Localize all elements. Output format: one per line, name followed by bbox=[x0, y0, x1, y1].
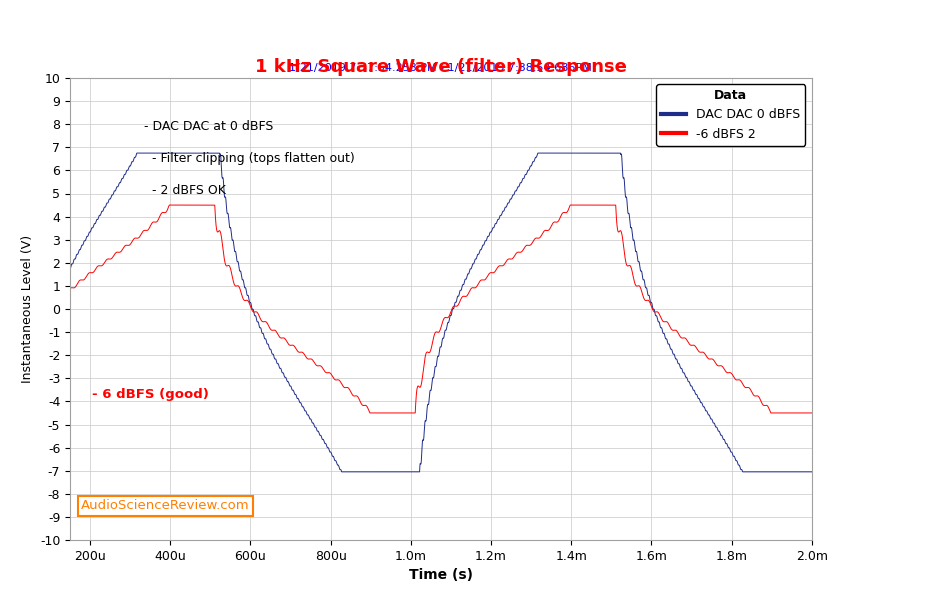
Text: - 6 dBFS (good): - 6 dBFS (good) bbox=[92, 388, 209, 401]
-6 dBFS 2 bbox=[364, 409, 375, 416]
-6 dBFS 2 bbox=[621, 262, 633, 269]
DAC DAC 0 dBFS bbox=[806, 468, 817, 475]
-6 dBFS 2 bbox=[448, 303, 459, 310]
-6 dBFS 2 bbox=[404, 409, 415, 416]
DAC DAC 0 dBFS bbox=[404, 468, 415, 475]
DAC DAC 0 dBFS bbox=[621, 199, 633, 206]
-6 dBFS 2 bbox=[536, 231, 548, 238]
DAC DAC 0 dBFS bbox=[132, 149, 143, 157]
DAC DAC 0 dBFS bbox=[536, 149, 548, 157]
Line: DAC DAC 0 dBFS: DAC DAC 0 dBFS bbox=[70, 153, 812, 472]
X-axis label: Time (s): Time (s) bbox=[409, 568, 473, 582]
Text: - DAC DAC at 0 dBFS: - DAC DAC at 0 dBFS bbox=[144, 119, 273, 133]
Title: 1 kHz Square Wave (filter) Response: 1 kHz Square Wave (filter) Response bbox=[255, 58, 627, 76]
-6 dBFS 2 bbox=[104, 256, 116, 263]
DAC DAC 0 dBFS bbox=[285, 382, 296, 389]
-6 dBFS 2 bbox=[64, 285, 76, 292]
DAC DAC 0 dBFS bbox=[448, 305, 459, 313]
-6 dBFS 2 bbox=[163, 202, 174, 209]
Text: 1/21/2019 7:37:54.253 PM - 1/21/2019 7:38:54.686PM: 1/21/2019 7:37:54.253 PM - 1/21/2019 7:3… bbox=[289, 64, 592, 73]
-6 dBFS 2 bbox=[285, 341, 296, 349]
DAC DAC 0 dBFS bbox=[104, 196, 116, 203]
Text: - 2 dBFS OK: - 2 dBFS OK bbox=[144, 184, 226, 197]
Y-axis label: Instantaneous Level (V): Instantaneous Level (V) bbox=[21, 235, 35, 383]
DAC DAC 0 dBFS bbox=[64, 265, 76, 272]
Text: AP: AP bbox=[767, 127, 789, 142]
Text: AudioScienceReview.com: AudioScienceReview.com bbox=[81, 499, 250, 512]
DAC DAC 0 dBFS bbox=[336, 468, 347, 475]
Line: -6 dBFS 2: -6 dBFS 2 bbox=[70, 205, 812, 413]
Text: - Filter clipping (tops flatten out): - Filter clipping (tops flatten out) bbox=[144, 152, 355, 165]
Legend: DAC DAC 0 dBFS, -6 dBFS 2: DAC DAC 0 dBFS, -6 dBFS 2 bbox=[656, 84, 805, 146]
-6 dBFS 2 bbox=[806, 409, 817, 416]
